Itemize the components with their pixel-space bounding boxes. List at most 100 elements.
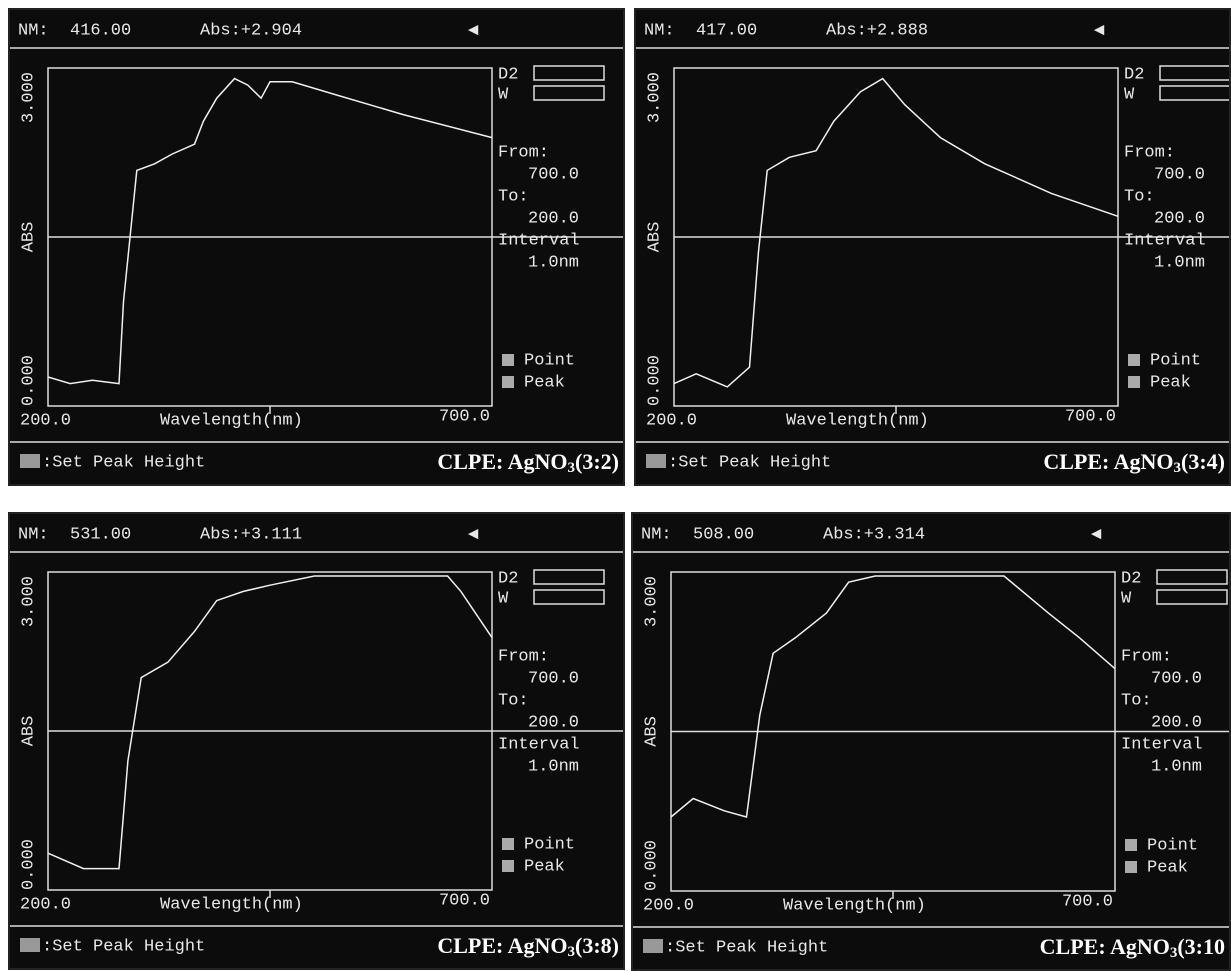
- caption-subscript: 3: [568, 460, 576, 476]
- y-label: ABS: [19, 716, 38, 747]
- y-label: 0.000: [19, 355, 38, 406]
- side-from: 700.0: [528, 165, 579, 184]
- side-interval-label: Interval: [498, 735, 580, 754]
- key-icon: [20, 454, 40, 468]
- nm-value: 417.00: [696, 21, 757, 40]
- caption-suffix: (3:10: [1177, 934, 1225, 959]
- caption-subscript: 3: [568, 944, 576, 960]
- caption: CLPE: AgNO3(3:10: [1040, 934, 1225, 961]
- y-label: ABS: [642, 716, 661, 747]
- caption: CLPE: AgNO3(3:8): [437, 933, 619, 960]
- side-to-label: To:: [1121, 691, 1152, 710]
- y-label: 3.000: [19, 72, 38, 123]
- nm-value: 531.00: [70, 525, 131, 544]
- caption-subscript: 3: [1170, 945, 1178, 961]
- x-end: 700.0: [439, 891, 490, 910]
- side-point: Point: [1147, 836, 1198, 855]
- panel: NM: 531.00 Abs:+3.111 ◀ 3.000 ABS 0.000 200.0 Wa…: [8, 512, 625, 970]
- panel: NM: 508.00 Abs:+3.314 ◀ 3.000 ABS 0.000 200.0 Wa…: [631, 512, 1231, 971]
- speaker: ◀: [468, 525, 479, 544]
- key-icon: [20, 938, 40, 952]
- side-to: 200.0: [1151, 713, 1202, 732]
- side-w: W: [498, 589, 509, 608]
- spectrum-trace: [47, 575, 493, 870]
- side-peak: Peak: [1150, 373, 1191, 392]
- side-interval-label: Interval: [498, 231, 580, 250]
- x-end: 700.0: [1065, 407, 1116, 426]
- side-from: 700.0: [1154, 165, 1205, 184]
- spectrum-trace: [670, 575, 1116, 818]
- y-label: 0.000: [19, 839, 38, 890]
- side-interval-label: Interval: [1121, 735, 1203, 754]
- side-peak: Peak: [1147, 858, 1188, 877]
- caption-prefix: CLPE: AgNO: [437, 933, 567, 958]
- point-icon: [1128, 354, 1140, 366]
- side-d2: D2: [1121, 569, 1141, 588]
- nm-value: 508.00: [693, 525, 754, 544]
- screen: NM: 416.00 Abs:+2.904 ◀ 3.000 ABS 0.000 200.0 Wa…: [10, 21, 623, 476]
- side-d2: D2: [498, 569, 518, 588]
- x-start: 200.0: [646, 411, 697, 430]
- abs-value: Abs:+3.314: [823, 525, 925, 544]
- x-start: 200.0: [20, 895, 71, 914]
- side-from: 700.0: [1151, 669, 1202, 688]
- peak-icon: [1128, 376, 1140, 388]
- side-from-label: From:: [1124, 143, 1175, 162]
- nm-label: NM:: [18, 21, 49, 40]
- side-w: W: [1124, 85, 1135, 104]
- caption-prefix: CLPE: AgNO: [1040, 934, 1170, 959]
- side-w: W: [498, 85, 509, 104]
- side-interval: 1.0nm: [1154, 253, 1205, 272]
- x-label: Wavelength(nm): [160, 411, 303, 430]
- point-icon: [502, 354, 514, 366]
- side-peak: Peak: [524, 857, 565, 876]
- x-end: 700.0: [1062, 892, 1113, 911]
- side-interval: 1.0nm: [528, 757, 579, 776]
- caption-suffix: (3:4): [1181, 449, 1225, 474]
- caption-prefix: CLPE: AgNO: [1043, 449, 1173, 474]
- side-box: [1156, 589, 1228, 605]
- abs-value: Abs:+2.904: [200, 21, 302, 40]
- x-end: 700.0: [439, 407, 490, 426]
- speaker: ◀: [1094, 21, 1105, 40]
- side-to: 200.0: [528, 713, 579, 732]
- y-label: 3.000: [642, 576, 661, 627]
- nm-label: NM:: [18, 525, 49, 544]
- footer: :Set Peak Height: [42, 453, 205, 472]
- side-from-label: From:: [498, 143, 549, 162]
- y-label: 3.000: [19, 576, 38, 627]
- point-icon: [502, 838, 514, 850]
- side-to-label: To:: [1124, 187, 1155, 206]
- side-interval: 1.0nm: [528, 253, 579, 272]
- side-from-label: From:: [1121, 647, 1172, 666]
- panel: NM: 417.00 Abs:+2.888 ◀ 3.000 ABS 0.000 200.0 Wa…: [634, 8, 1231, 486]
- side-box: [1159, 85, 1229, 101]
- nm-label: NM:: [644, 21, 675, 40]
- spectrum-trace: [47, 77, 493, 385]
- side-w: W: [1121, 589, 1132, 608]
- screen: NM: 531.00 Abs:+3.111 ◀ 3.000 ABS 0.000 200.0 Wa…: [10, 525, 623, 960]
- x-label: Wavelength(nm): [783, 896, 926, 915]
- x-label: Wavelength(nm): [786, 411, 929, 430]
- peak-icon: [502, 376, 514, 388]
- x-start: 200.0: [643, 896, 694, 915]
- side-to-label: To:: [498, 691, 529, 710]
- point-icon: [1125, 839, 1137, 851]
- side-box: [533, 589, 605, 605]
- side-from: 700.0: [528, 669, 579, 688]
- side-interval: 1.0nm: [1151, 757, 1202, 776]
- side-d2: D2: [498, 65, 518, 84]
- side-box: [1156, 569, 1228, 585]
- side-box: [533, 65, 605, 81]
- abs-value: Abs:+2.888: [826, 21, 928, 40]
- side-interval-label: Interval: [1124, 231, 1206, 250]
- footer: :Set Peak Height: [665, 938, 828, 957]
- footer: :Set Peak Height: [668, 453, 831, 472]
- screen: NM: 417.00 Abs:+2.888 ◀ 3.000 ABS 0.000 200.0 Wa…: [636, 21, 1229, 476]
- nm-label: NM:: [641, 525, 672, 544]
- key-icon: [646, 454, 666, 468]
- key-icon: [643, 939, 663, 953]
- y-label: 0.000: [642, 840, 661, 891]
- screen: NM: 508.00 Abs:+3.314 ◀ 3.000 ABS 0.000 200.0 Wa…: [633, 525, 1229, 961]
